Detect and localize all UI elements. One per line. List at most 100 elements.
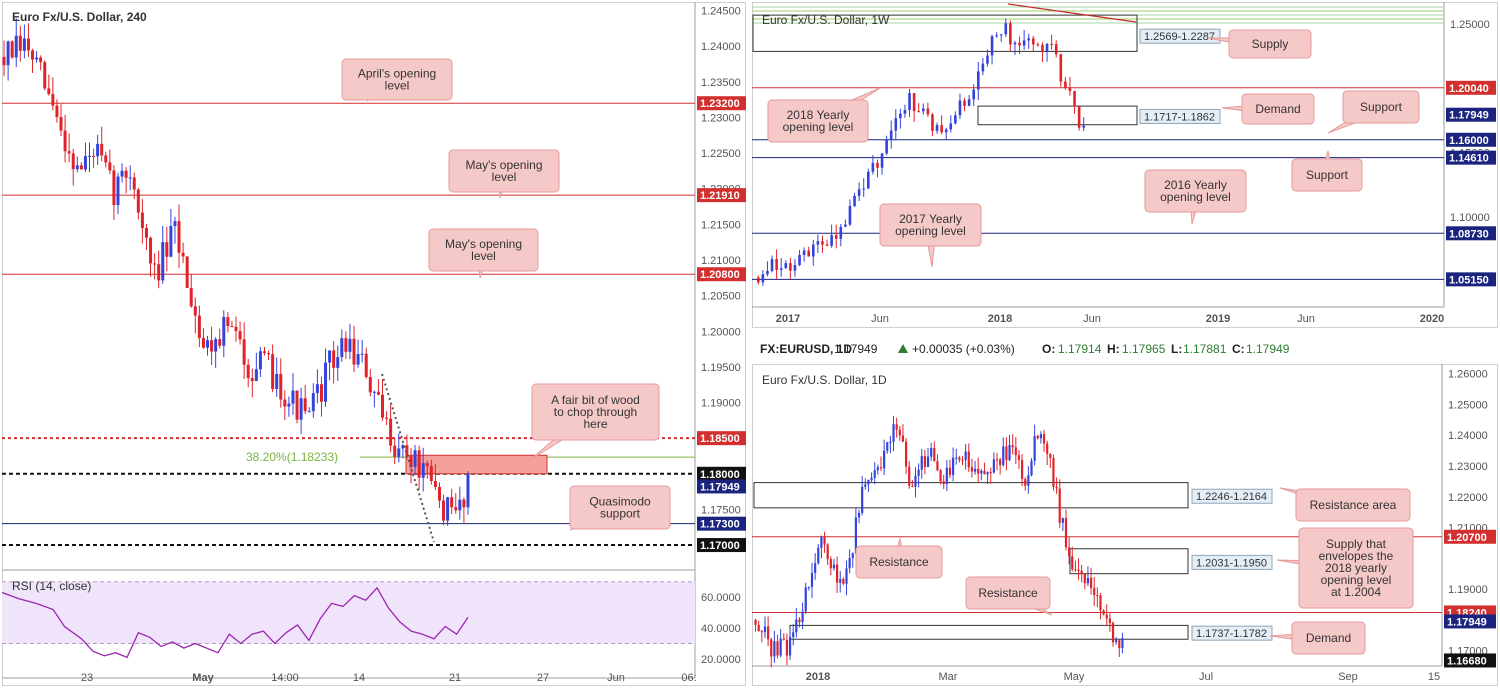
daily-level-tag: 1.20700 [1447, 532, 1487, 544]
weekly-candle-body [866, 171, 870, 189]
left-level-tag: 1.18500 [700, 433, 740, 445]
left-level-tag: 1.17300 [700, 519, 740, 531]
daily-candle-body [879, 467, 883, 469]
weekly-candle-body [1068, 87, 1072, 91]
left-price-tick: 1.20500 [701, 291, 741, 303]
chart-weekly-svg[interactable]: 1.2569-1.22871.1717-1.18621.250001.15000… [752, 2, 1498, 328]
callout-weekly-yearly-2016-cover [1146, 171, 1245, 211]
daily-candle-body [1111, 623, 1115, 643]
left-candle-body [364, 353, 368, 378]
left-candle-body [112, 170, 116, 206]
weekly-zone-label: 1.2569-1.2287 [1144, 31, 1215, 43]
daily-candle-body [926, 456, 930, 467]
weekly-time-tick: 2017 [776, 313, 800, 325]
left-candle-body [466, 473, 470, 508]
left-candle-body [271, 354, 275, 389]
callout-weekly-supply-cover [1230, 31, 1310, 57]
weekly-candle-body [963, 100, 966, 106]
daily-candle-body [1118, 640, 1121, 649]
daily-candle-body [933, 447, 936, 462]
left-candle-body [307, 411, 311, 413]
left-price-tick: 1.23000 [701, 112, 741, 124]
weekly-candle-body [770, 259, 774, 271]
daily-candle-body [930, 447, 933, 457]
daily-candle-body [989, 472, 992, 474]
quote-h-label: H: [1107, 342, 1120, 356]
daily-candle-body [842, 578, 845, 584]
left-candle-body [210, 340, 214, 352]
daily-candle-body [864, 484, 867, 487]
left-candle-body [458, 499, 462, 511]
daily-candle-body [1077, 569, 1080, 571]
daily-candle-body [861, 486, 864, 513]
chart-daily-panel[interactable]: 1.2246-1.2164 1.2031-1.1950 1.1737-1.1782 1… [752, 364, 1498, 686]
weekly-level-tag-bg [1446, 107, 1496, 122]
left-time-tick: 14:00 [271, 672, 299, 684]
chart-240-panel[interactable]: 1.245001.240001.235001.230001.225001.220… [1, 2, 747, 686]
weekly-time-tick: Jun [1083, 313, 1101, 325]
weekly-candle-body [885, 139, 888, 154]
daily-candle-body [964, 451, 967, 460]
daily-candle-body [886, 442, 889, 451]
weekly-demand-zone [977, 105, 1138, 126]
daily-candle-body [970, 467, 974, 472]
quote-o: 1.17914 [1058, 342, 1102, 356]
callout-april-opening-cover [343, 60, 451, 99]
left-time-tick: 21 [449, 672, 461, 684]
callout-daily-resistance-area-cover [1297, 490, 1409, 520]
callout-fair-bit-wood-text: to chop through [554, 405, 637, 419]
daily-candle-body [1099, 595, 1102, 611]
chart-daily-svg[interactable]: 1.2246-1.2164 1.2031-1.1950 1.1737-1.1782 1… [752, 364, 1498, 686]
weekly-candle-body [807, 250, 811, 257]
daily-candle-body [870, 477, 873, 480]
weekly-candle-body [926, 108, 930, 115]
left-candle-body [401, 445, 405, 449]
daily-candle-body [792, 632, 795, 638]
left-candle-body [267, 352, 271, 355]
quote-last: 1.17949 [834, 342, 878, 356]
rsi-tick: 20.0000 [701, 654, 741, 666]
daily-zone-label: 1.2246-1.2164 [1196, 491, 1267, 503]
weekly-candle-body [848, 205, 852, 225]
weekly-candle-body [1050, 43, 1053, 45]
daily-candle-body [914, 475, 917, 487]
left-candle-body [376, 391, 380, 395]
chart-240-svg[interactable]: 1.245001.240001.235001.230001.225001.220… [1, 2, 747, 686]
quote-symbol: FX:EURUSD, 1D [760, 342, 852, 356]
weekly-candle-body [894, 118, 898, 131]
weekly-candle-body [779, 268, 783, 270]
daily-candle-body [1093, 587, 1096, 595]
rsi-tick: 40.0000 [701, 623, 741, 635]
daily-candle-body [908, 466, 911, 486]
weekly-candle-body [825, 244, 829, 246]
left-candle-body [446, 497, 450, 521]
weekly-candle-body [862, 188, 866, 190]
left-candle-body [352, 338, 356, 365]
left-candle-body [177, 221, 181, 253]
daily-candle-body [977, 468, 980, 474]
daily-candle-body [936, 461, 939, 471]
callout-may-opening-1-text: May's opening [465, 158, 542, 172]
chart-weekly-panel[interactable]: 1.2569-1.22871.1717-1.18621.250001.15000… [752, 2, 1498, 328]
left-price-tick: 1.19000 [701, 398, 741, 410]
left-wood-zone [405, 454, 548, 475]
left-candle-body [153, 263, 157, 265]
left-candle-body [201, 337, 205, 348]
callout-weekly-support-1: Support [1327, 90, 1420, 134]
left-candle-body [372, 391, 376, 393]
daily-candle-body [1020, 459, 1024, 480]
left-price-tick: 1.20000 [701, 326, 741, 338]
left-candle-body [128, 177, 132, 179]
weekly-candle-body [857, 189, 861, 196]
weekly-level-tag-bg [1446, 80, 1496, 95]
daily-level-tag-bg [1444, 529, 1496, 544]
left-candle-body [197, 315, 201, 338]
weekly-level-tag-bg [1446, 150, 1496, 165]
left-candle-body [409, 456, 413, 468]
daily-candle-body [986, 472, 989, 475]
daily-candle-body [1036, 436, 1039, 439]
weekly-candle-body [1041, 44, 1044, 53]
weekly-zone-label-bg [1139, 108, 1221, 124]
daily-candle-body [779, 638, 782, 656]
